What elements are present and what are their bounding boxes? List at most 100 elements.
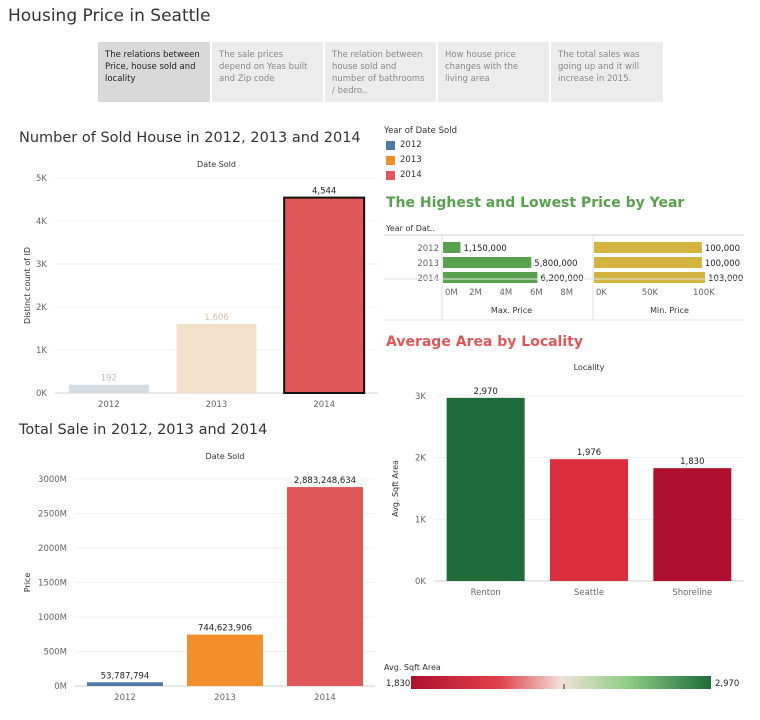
area-ytick: 0K <box>415 577 426 587</box>
sold-value-label: 1,606 <box>204 313 228 323</box>
legend-swatch-2014 <box>386 170 395 180</box>
sale-bar-2013[interactable] <box>187 634 263 686</box>
max-price-value-label: 5,800,000 <box>534 259 577 269</box>
area-header: Locality <box>574 363 605 372</box>
sale-xtick: 2012 <box>114 693 136 703</box>
sale-ytick: 0M <box>54 682 67 692</box>
story-tab-4[interactable]: How house price changes with the living … <box>438 42 549 102</box>
sold-header: Date Sold <box>197 160 236 169</box>
area-ytick: 2K <box>415 454 426 464</box>
sold-ytick: 4K <box>36 217 47 227</box>
max-price-xlabel: Max. Price <box>491 306 532 315</box>
min-price-bar-2012[interactable] <box>594 242 702 253</box>
min-price-bar-2013[interactable] <box>594 257 702 268</box>
area-legend-max: 2,970 <box>715 679 739 689</box>
story-tab-2[interactable]: The sale prices depend on Yeas built and… <box>212 42 323 102</box>
sale-bar-2014[interactable] <box>287 487 363 686</box>
max-price-bar-2013[interactable] <box>443 257 532 268</box>
max-price-xtick: 8M <box>560 288 573 298</box>
sale-ytick: 1500M <box>38 579 67 589</box>
legend-item-2014[interactable]: 2014 <box>386 170 422 180</box>
max-price-xtick: 6M <box>530 288 543 298</box>
area-value-label: 1,976 <box>577 448 601 458</box>
story-tab-5[interactable]: The total sales was going up and it will… <box>551 42 663 102</box>
min-price-value-label: 100,000 <box>705 244 740 254</box>
story-tab-1[interactable]: The relations between Price, house sold … <box>98 42 210 102</box>
max-price-value-label: 1,150,000 <box>464 244 507 254</box>
area-bar-renton[interactable] <box>446 397 525 581</box>
sold-ylabel: Distinct count of ID <box>23 247 32 324</box>
avg-area-title: Average Area by Locality <box>386 334 583 350</box>
min-price-xtick: 100K <box>693 288 715 298</box>
legend-item-2013[interactable]: 2013 <box>386 155 422 165</box>
area-ytick: 1K <box>415 515 426 525</box>
min-price-xlabel: Min. Price <box>650 306 689 315</box>
min-price-xtick: 50K <box>642 288 659 298</box>
sale-ytick: 2500M <box>38 510 67 520</box>
area-legend-gradient[interactable] <box>411 676 711 689</box>
price-row-label: 2012 <box>417 244 439 254</box>
sold-xtick: 2013 <box>206 400 228 410</box>
year-legend-title: Year of Date Sold <box>384 126 457 136</box>
area-xtick: Renton <box>471 588 501 598</box>
min-price-xtick: 0K <box>596 288 607 298</box>
area-ylabel: Avg. Sqft Area <box>391 460 400 517</box>
legend-swatch-2012 <box>386 140 395 150</box>
sold-xtick: 2014 <box>313 400 335 410</box>
sold-xtick: 2012 <box>98 400 120 410</box>
sale-header: Date Sold <box>206 452 245 461</box>
sale-value-label: 53,787,794 <box>101 671 150 681</box>
page-title: Housing Price in Seattle <box>8 6 211 26</box>
sale-ytick: 500M <box>43 648 67 658</box>
area-value-label: 1,830 <box>680 457 704 467</box>
legend-label-2012: 2012 <box>400 140 422 150</box>
area-bar-shoreline[interactable] <box>653 468 732 581</box>
story-tab-3[interactable]: The relation between house sold and numb… <box>325 42 436 102</box>
sold-ytick: 3K <box>36 260 47 270</box>
min-price-value-label: 100,000 <box>705 259 740 269</box>
price-row-label: 2013 <box>417 259 439 269</box>
sale-ytick: 3000M <box>38 475 67 485</box>
area-bar-seattle[interactable] <box>550 459 628 581</box>
sold-bar-2013[interactable] <box>176 323 257 393</box>
total-sale-title: Total Sale in 2012, 2013 and 2014 <box>19 422 268 438</box>
sale-ytick: 1000M <box>38 613 67 623</box>
max-price-bar-2014[interactable] <box>443 272 538 283</box>
max-price-xtick: 0M <box>445 288 458 298</box>
sold-value-label: 192 <box>101 374 117 384</box>
sale-value-label: 744,623,906 <box>198 624 252 634</box>
area-legend-min: 1,830 <box>386 679 410 689</box>
max-price-bar-2012[interactable] <box>443 242 461 253</box>
price-row-header: Year of Dat.. <box>385 224 435 233</box>
sale-ylabel: Price <box>23 573 32 593</box>
max-price-xtick: 4M <box>500 288 513 298</box>
sold-count-title: Number of Sold House in 2012, 2013 and 2… <box>19 130 361 146</box>
legend-item-2012[interactable]: 2012 <box>386 140 422 150</box>
area-xtick: Seattle <box>574 588 604 598</box>
sold-value-label: 4,544 <box>312 187 336 197</box>
sold-ytick: 2K <box>36 303 47 313</box>
legend-swatch-2013 <box>386 155 395 165</box>
sale-xtick: 2013 <box>214 693 236 703</box>
sale-xtick: 2014 <box>314 693 336 703</box>
area-xtick: Shoreline <box>672 588 712 598</box>
legend-label-2014: 2014 <box>400 170 422 180</box>
sold-ytick: 1K <box>36 346 47 356</box>
area-value-label: 2,970 <box>473 387 497 397</box>
sold-ytick: 5K <box>36 174 47 184</box>
sale-ytick: 2000M <box>38 544 67 554</box>
sold-bar-2014[interactable] <box>283 196 366 394</box>
sale-bar-2012[interactable] <box>87 682 163 686</box>
legend-label-2013: 2013 <box>400 155 422 165</box>
sale-value-label: 2,883,248,634 <box>294 476 356 486</box>
area-legend-title: Avg. Sqft Area <box>384 663 441 672</box>
sold-bar-2012[interactable] <box>68 384 149 393</box>
min-price-bar-2014[interactable] <box>594 272 706 283</box>
sold-ytick: 0K <box>36 389 47 399</box>
max-price-xtick: 2M <box>469 288 482 298</box>
